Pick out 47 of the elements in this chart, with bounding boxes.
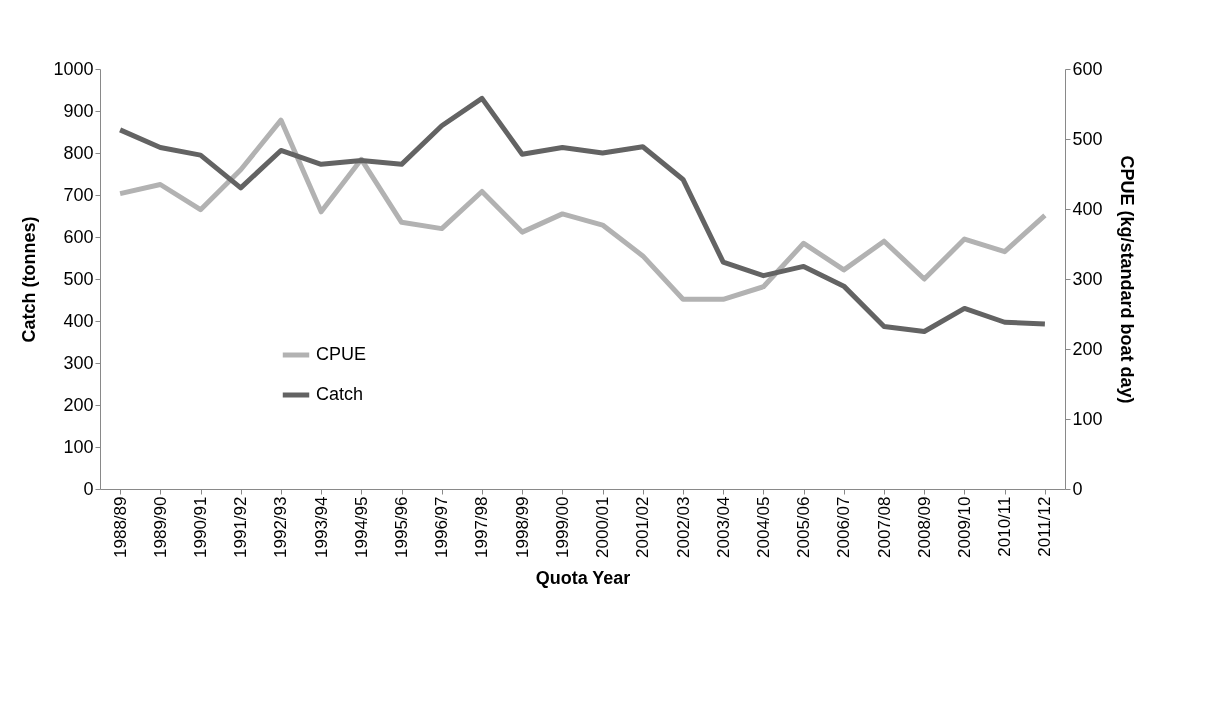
y-axis-title: Catch (tonnes) — [19, 216, 40, 343]
y2-tick-label: 500 — [1072, 128, 1103, 149]
x-tick-label: 2008/09 — [914, 496, 934, 558]
x-tick-label: 2000/01 — [593, 496, 613, 558]
y2-tick-label: 600 — [1072, 58, 1103, 79]
x-tick-label: 1994/95 — [351, 496, 371, 558]
x-tick-label: 1995/96 — [392, 496, 412, 558]
y2-axis-title: CPUE (kg/standard boat day) — [1116, 155, 1137, 404]
y2-tick-label: 400 — [1072, 198, 1103, 219]
y-tick-label: 400 — [63, 310, 94, 331]
x-tick-label: 2010/11 — [995, 496, 1015, 557]
x-tick-label: 1993/94 — [311, 496, 331, 558]
x-tick-label: 2006/07 — [834, 496, 854, 558]
x-tick-label: 1991/92 — [231, 496, 251, 558]
x-tick-label: 1990/91 — [191, 496, 211, 558]
x-tick-label: 1988/89 — [110, 496, 130, 558]
y-tick-label: 1000 — [53, 58, 94, 79]
x-tick-label: 1996/97 — [432, 496, 452, 558]
y-tick-label: 700 — [63, 184, 94, 205]
x-tick-label: 2007/08 — [874, 496, 894, 558]
x-tick-label: 1997/98 — [472, 496, 492, 558]
x-tick-label: 2002/03 — [673, 496, 693, 558]
x-tick-label: 2005/06 — [794, 496, 814, 558]
y-tick-label: 900 — [63, 100, 94, 121]
x-tick-label: 2001/02 — [633, 496, 653, 558]
y2-tick-label: 300 — [1072, 268, 1103, 289]
x-tick-label: 1992/93 — [271, 496, 291, 558]
x-tick-label: 1998/99 — [512, 496, 532, 558]
legend-label: Catch — [316, 384, 364, 404]
x-tick-label: 1999/00 — [552, 496, 572, 558]
y-tick-label: 300 — [63, 352, 94, 373]
x-tick-label: 2011/12 — [1035, 496, 1055, 557]
x-tick-label: 1989/90 — [150, 496, 170, 558]
legend-label: CPUE — [316, 344, 367, 364]
y-tick-label: 100 — [63, 436, 94, 457]
y-tick-label: 0 — [83, 478, 94, 499]
y-tick-label: 200 — [63, 394, 94, 415]
y-tick-label: 600 — [63, 226, 94, 247]
y2-tick-label: 100 — [1072, 408, 1103, 429]
y2-tick-label: 200 — [1072, 338, 1103, 359]
x-axis-title: Quota Year — [535, 567, 631, 588]
y2-tick-label: 0 — [1072, 478, 1083, 499]
x-tick-label: 2003/04 — [713, 496, 733, 558]
x-tick-label: 2004/05 — [753, 496, 773, 558]
x-tick-label: 2009/10 — [954, 496, 974, 558]
y-tick-label: 500 — [63, 268, 94, 289]
y-tick-label: 800 — [63, 142, 94, 163]
